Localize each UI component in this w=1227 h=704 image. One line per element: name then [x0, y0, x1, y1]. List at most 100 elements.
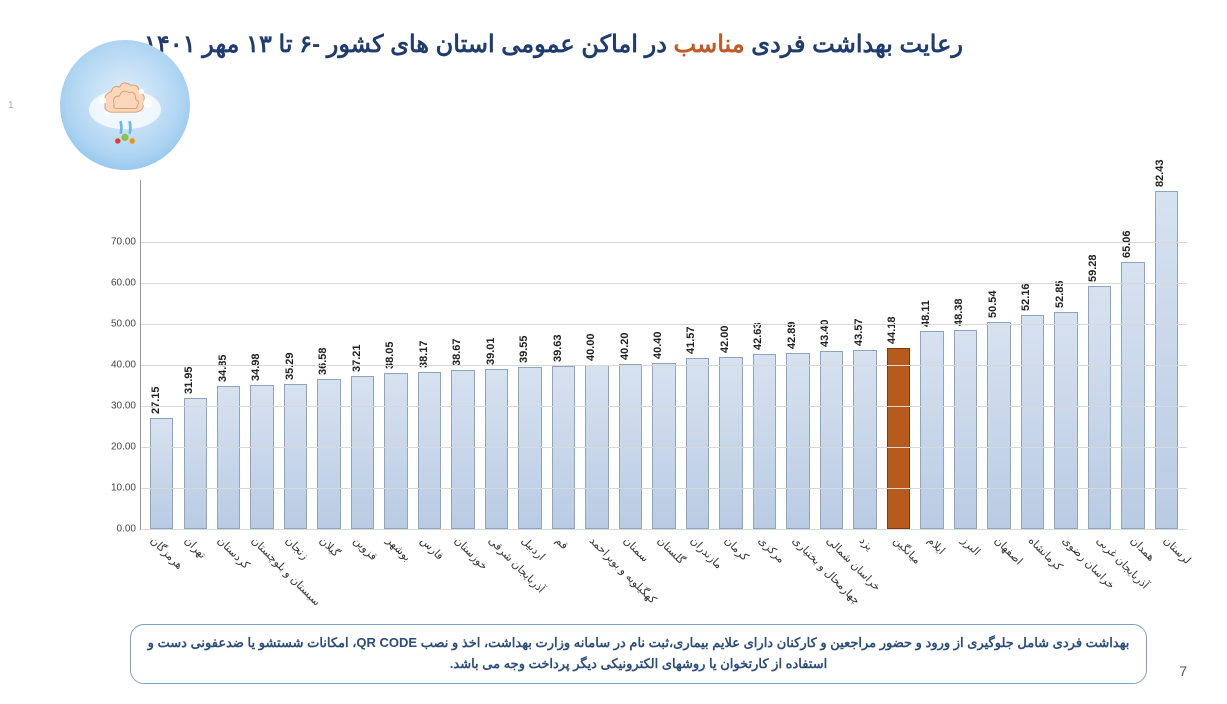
gridline [141, 529, 1187, 530]
bar [753, 354, 776, 529]
bar-column: 37.21 [346, 180, 379, 529]
bar-column: 52.85 [1049, 180, 1082, 529]
bar [1054, 312, 1077, 529]
bar-value-label: 35.29 [284, 353, 296, 381]
y-tick-label: 40.00 [96, 359, 136, 370]
bar-column: 48.38 [949, 180, 982, 529]
bar-value-label: 52.16 [1020, 283, 1032, 311]
bar-value-label: 31.95 [183, 366, 195, 394]
bar-column: 27.15 [145, 180, 178, 529]
bar-value-label: 40.40 [652, 332, 664, 360]
bar-value-label: 43.57 [853, 319, 865, 347]
title-part2: در اماکن عمومی استان های کشور -۶ تا ۱۳ م… [144, 31, 674, 58]
x-label: فارس [418, 534, 447, 563]
bar [853, 350, 876, 529]
bar-value-label: 39.63 [552, 335, 564, 363]
y-tick-label: 60.00 [96, 277, 136, 288]
bar-column: 65.06 [1116, 180, 1149, 529]
bar-value-label: 37.21 [351, 345, 363, 373]
gridline [141, 488, 1187, 489]
bar [384, 373, 407, 529]
gridline [141, 365, 1187, 366]
gridline [141, 242, 1187, 243]
bar [920, 331, 943, 529]
footnote: بهداشت فردی شامل جلوگیری از ورود و حضور … [130, 624, 1147, 684]
bar-value-label: 44.18 [886, 316, 898, 344]
bar-column: 39.63 [547, 180, 580, 529]
bar-value-label: 59.28 [1087, 254, 1099, 282]
side-number: 1 [8, 100, 14, 111]
x-label: ایلام [925, 534, 948, 557]
x-label: خوزستان [452, 534, 491, 573]
bar-value-label: 82.43 [1154, 159, 1166, 187]
bar-value-label: 40.00 [585, 333, 597, 361]
bar [150, 418, 173, 529]
title-highlight: مناسب [674, 31, 745, 58]
bar-column: 59.28 [1083, 180, 1116, 529]
bar [351, 376, 374, 529]
x-label: تهران [181, 534, 208, 561]
bar-column: 42.89 [781, 180, 814, 529]
bar-value-label: 48.38 [953, 299, 965, 327]
bar [217, 386, 240, 529]
x-label: اصفهان [992, 534, 1026, 568]
y-tick-label: 70.00 [96, 236, 136, 247]
x-label: مرکزی [756, 534, 788, 566]
bar [820, 351, 843, 529]
bar-column: 38.05 [379, 180, 412, 529]
bar-column: 52.16 [1016, 180, 1049, 529]
x-label: قم [553, 534, 571, 552]
bar-value-label: 42.00 [719, 325, 731, 353]
y-tick-label: 20.00 [96, 441, 136, 452]
title-part1: رعایت بهداشت فردی [745, 31, 963, 58]
bar-column: 42.63 [748, 180, 781, 529]
bar-column: 43.40 [815, 180, 848, 529]
x-label: گلستان [654, 534, 687, 567]
bar-column: 31.95 [178, 180, 211, 529]
bar-column: 40.00 [580, 180, 613, 529]
x-label: سمنان [621, 534, 652, 565]
bar [686, 358, 709, 529]
bar-column: 34.85 [212, 180, 245, 529]
gridline [141, 406, 1187, 407]
x-label: قزوین [350, 534, 379, 563]
bar-value-label: 42.63 [752, 322, 764, 350]
x-label: لرستان [1161, 534, 1194, 567]
bar-value-label: 41.57 [685, 327, 697, 355]
bar-value-label: 52.85 [1054, 280, 1066, 308]
gridline [141, 283, 1187, 284]
bar-column: 44.18 [882, 180, 915, 529]
bar-value-label: 39.55 [518, 335, 530, 363]
bar-column: 43.57 [848, 180, 881, 529]
bar-column: 39.55 [513, 180, 546, 529]
x-label: یزد [857, 534, 876, 553]
bars-container: 27.15 31.95 34.85 34.98 35.29 36.58 37.21 38.05… [141, 180, 1187, 529]
bar-value-label: 34.98 [250, 354, 262, 382]
y-tick-label: 50.00 [96, 318, 136, 329]
bar-value-label: 65.06 [1121, 230, 1133, 258]
x-label: هرمزگان [148, 534, 186, 572]
bar [887, 348, 910, 529]
bar-value-label: 40.20 [619, 332, 631, 360]
x-label: کرمان [722, 534, 751, 563]
chart-title: رعایت بهداشت فردی مناسب در اماکن عمومی ا… [30, 30, 1077, 59]
bar-column: 35.29 [279, 180, 312, 529]
bar [250, 385, 273, 529]
bar-value-label: 50.54 [987, 290, 999, 318]
x-label: کردستان [215, 534, 253, 572]
bar [987, 322, 1010, 530]
y-tick-label: 0.00 [96, 524, 136, 535]
handwashing-icon [60, 40, 190, 170]
x-label: میانگین [891, 534, 924, 567]
bar [954, 330, 977, 529]
bar-column: 41.57 [681, 180, 714, 529]
bar [719, 357, 742, 529]
bar [317, 379, 340, 529]
bar-value-label: 27.15 [150, 386, 162, 414]
bar [485, 369, 508, 529]
bar-column: 42.00 [714, 180, 747, 529]
x-label: کرمانشاه [1026, 534, 1065, 573]
plot-area: 27.15 31.95 34.85 34.98 35.29 36.58 37.21 38.05… [140, 180, 1187, 530]
x-label: گیلان [317, 534, 343, 560]
bar-value-label: 36.58 [317, 347, 329, 375]
